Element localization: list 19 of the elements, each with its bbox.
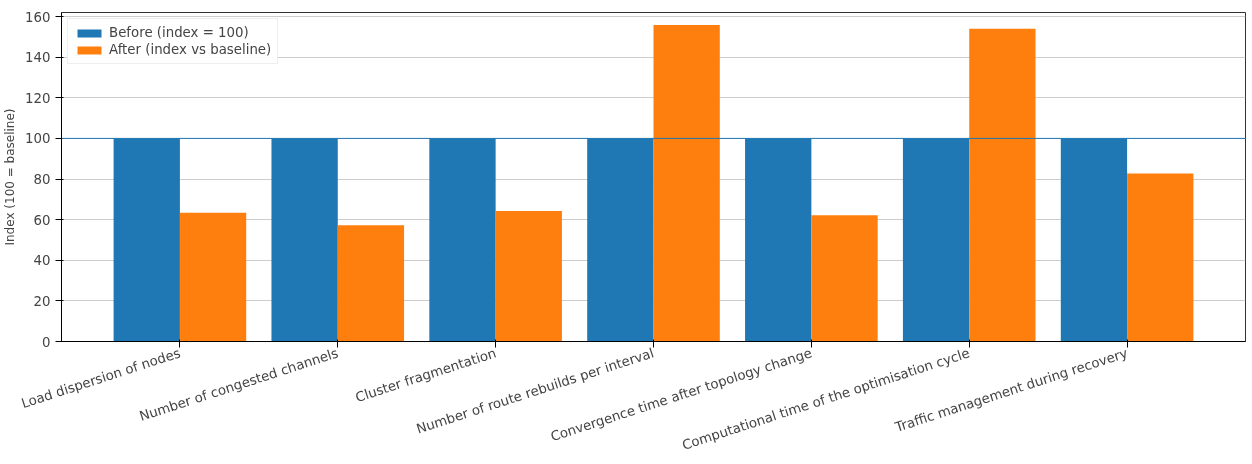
bar bbox=[811, 215, 878, 342]
y-tick-label: 20 bbox=[33, 293, 51, 309]
y-axis-title: Index (100 = baseline) bbox=[3, 108, 18, 246]
bar bbox=[179, 212, 247, 342]
y-tick-label: 60 bbox=[33, 212, 51, 228]
bar bbox=[969, 28, 1036, 342]
bar bbox=[337, 225, 405, 342]
legend-label: Before (index = 100) bbox=[109, 25, 249, 40]
y-tick-label: 80 bbox=[33, 172, 51, 188]
y-tick-label: 40 bbox=[33, 253, 51, 269]
bar bbox=[495, 211, 562, 342]
bar bbox=[1127, 173, 1194, 342]
y-tick-label: 120 bbox=[25, 90, 51, 106]
legend-label: After (index vs baseline) bbox=[109, 42, 272, 57]
y-tick-label: 100 bbox=[25, 131, 51, 147]
y-tick-label: 0 bbox=[42, 334, 51, 350]
y-tick-label: 160 bbox=[25, 9, 51, 25]
y-tick-label: 140 bbox=[25, 50, 51, 66]
bar bbox=[653, 25, 720, 342]
